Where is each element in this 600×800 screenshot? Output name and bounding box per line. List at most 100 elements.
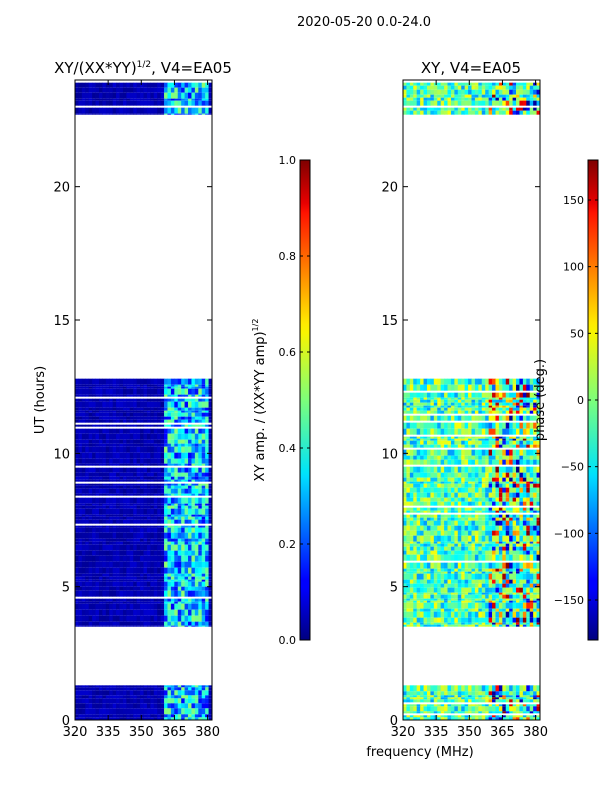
heatmap-cell bbox=[116, 416, 120, 420]
heatmap-cell bbox=[198, 476, 203, 480]
heatmap-cell bbox=[78, 685, 83, 688]
heatmap-cell bbox=[92, 695, 96, 699]
heatmap-cell bbox=[129, 463, 134, 466]
heatmap-cell bbox=[468, 492, 472, 498]
heatmap-cell bbox=[170, 514, 175, 517]
heatmap-cell bbox=[495, 428, 500, 435]
heatmap-cell bbox=[98, 388, 103, 395]
heatmap-cell bbox=[157, 609, 162, 616]
heatmap-cell bbox=[505, 695, 510, 698]
heatmap-cell bbox=[423, 497, 428, 502]
heatmap-cell bbox=[75, 407, 79, 411]
heatmap-cell bbox=[129, 601, 134, 604]
heatmap-cell bbox=[454, 378, 459, 385]
heatmap-cell bbox=[502, 691, 507, 696]
heatmap-cell bbox=[450, 541, 455, 544]
heatmap-cell bbox=[92, 505, 96, 509]
heatmap-cell bbox=[126, 505, 131, 509]
heatmap-cell bbox=[433, 449, 438, 456]
heatmap-cell bbox=[505, 699, 510, 703]
heatmap-cell bbox=[536, 514, 541, 518]
heatmap-cell bbox=[444, 517, 448, 521]
heatmap-cell bbox=[450, 514, 455, 518]
heatmap-cell bbox=[92, 703, 96, 709]
heatmap-cell bbox=[109, 100, 114, 106]
heatmap-cell bbox=[78, 538, 83, 542]
heatmap-cell bbox=[505, 520, 510, 526]
heatmap-cell bbox=[481, 397, 486, 400]
heatmap-cell bbox=[426, 704, 431, 707]
heatmap-cell bbox=[85, 483, 90, 486]
heatmap-cell bbox=[194, 479, 199, 482]
heatmap-cell bbox=[471, 444, 476, 448]
heatmap-cell bbox=[75, 419, 79, 423]
heatmap-cell bbox=[102, 113, 107, 115]
heatmap-cell bbox=[403, 507, 407, 511]
heatmap-cell bbox=[461, 472, 466, 478]
heatmap-cell bbox=[184, 467, 189, 473]
heatmap-cell bbox=[129, 98, 134, 101]
heatmap-cell bbox=[78, 407, 83, 411]
heatmap-cell bbox=[75, 497, 79, 504]
heatmap-cell bbox=[143, 567, 148, 574]
heatmap-cell bbox=[164, 472, 168, 477]
heatmap-cell bbox=[181, 505, 185, 509]
heatmap-cell bbox=[533, 397, 537, 400]
heatmap-cell bbox=[126, 567, 131, 574]
heatmap-cell bbox=[112, 384, 117, 387]
heatmap-cell bbox=[536, 706, 541, 712]
heatmap-cell bbox=[413, 546, 418, 551]
heatmap-cell bbox=[194, 621, 199, 626]
heatmap-cell bbox=[191, 603, 196, 610]
heatmap-cell bbox=[92, 687, 96, 691]
heatmap-cell bbox=[416, 397, 421, 400]
heatmap-cell bbox=[536, 520, 541, 526]
heatmap-cell bbox=[95, 519, 100, 524]
heatmap-cell bbox=[413, 444, 418, 448]
heatmap-cell bbox=[464, 449, 469, 456]
heatmap-cell bbox=[413, 472, 418, 478]
heatmap-cell bbox=[167, 488, 172, 494]
heatmap-cell bbox=[102, 698, 107, 704]
heatmap-cell bbox=[474, 481, 479, 484]
heatmap-cell bbox=[536, 483, 541, 488]
heatmap-cell bbox=[423, 466, 428, 473]
heatmap-cell bbox=[140, 446, 144, 453]
heatmap-cell bbox=[512, 695, 517, 698]
heatmap-cell bbox=[81, 384, 86, 387]
heatmap-cell bbox=[167, 714, 172, 718]
heatmap-cell bbox=[122, 586, 127, 591]
heatmap-cell bbox=[533, 405, 537, 408]
heatmap-cell bbox=[157, 519, 162, 524]
heatmap-cell bbox=[533, 440, 537, 445]
heatmap-cell bbox=[122, 590, 127, 597]
heatmap-cell bbox=[78, 388, 83, 395]
heatmap-cell bbox=[481, 392, 486, 398]
heatmap-cell bbox=[143, 525, 148, 528]
heatmap-cell bbox=[198, 428, 203, 434]
heatmap-cell bbox=[437, 384, 442, 391]
heatmap-cell bbox=[136, 398, 141, 402]
heatmap-cell bbox=[78, 452, 83, 459]
heatmap-cell bbox=[85, 443, 90, 447]
heatmap-cell bbox=[478, 525, 483, 531]
heatmap-cell bbox=[81, 532, 86, 539]
heatmap-cell bbox=[153, 690, 158, 696]
heatmap-cell bbox=[143, 378, 148, 385]
heatmap-cell bbox=[471, 422, 476, 429]
heatmap-cell bbox=[181, 625, 185, 627]
heatmap-cell bbox=[109, 485, 114, 489]
heatmap-cell bbox=[109, 410, 114, 413]
heatmap-cell bbox=[481, 428, 486, 435]
heatmap-cell bbox=[98, 419, 103, 423]
heatmap-cell bbox=[450, 525, 455, 531]
heatmap-cell bbox=[188, 497, 192, 504]
heatmap-cell bbox=[198, 561, 203, 568]
heatmap-cell bbox=[457, 530, 462, 536]
heatmap-cell bbox=[98, 687, 103, 691]
heatmap-cell bbox=[461, 407, 466, 411]
heatmap-cell bbox=[150, 479, 155, 482]
heatmap-cell bbox=[498, 514, 503, 518]
heatmap-cell bbox=[92, 98, 96, 101]
heatmap-cell bbox=[201, 514, 206, 517]
